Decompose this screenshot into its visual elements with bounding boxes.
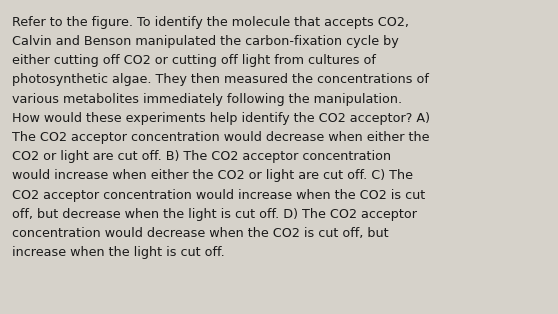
Text: Refer to the figure. To identify the molecule that accepts CO2,
Calvin and Benso: Refer to the figure. To identify the mol… xyxy=(12,16,430,259)
